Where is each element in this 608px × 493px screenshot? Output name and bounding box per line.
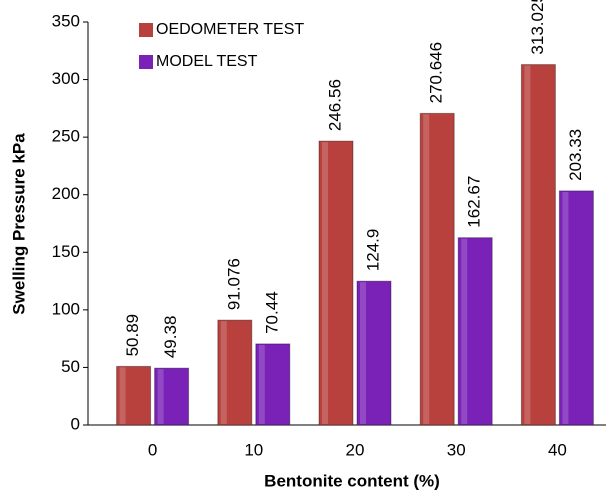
legend-label: OEDOMETER TEST bbox=[156, 21, 304, 38]
data-label: 270.646 bbox=[427, 42, 446, 103]
bar bbox=[116, 365, 152, 426]
x-tick-label: 10 bbox=[244, 440, 263, 459]
y-tick-label: 0 bbox=[71, 414, 80, 433]
data-label: 246.56 bbox=[325, 79, 344, 131]
bar bbox=[217, 319, 253, 426]
bar-highlight bbox=[423, 114, 430, 425]
y-tick-label: 350 bbox=[52, 11, 80, 30]
y-tick-label: 150 bbox=[52, 242, 80, 261]
x-tick-label: 30 bbox=[447, 440, 466, 459]
bar bbox=[154, 367, 190, 426]
legend-swatch bbox=[139, 55, 153, 69]
bar bbox=[457, 237, 493, 426]
y-tick-label: 250 bbox=[52, 127, 80, 146]
y-axis-title: Swelling Pressure kPa bbox=[9, 133, 28, 315]
bar-highlight bbox=[258, 344, 265, 424]
data-label: 162.67 bbox=[465, 176, 484, 228]
data-label: 70.44 bbox=[262, 291, 281, 334]
bar-highlight bbox=[119, 367, 126, 424]
legend-label: MODEL TEST bbox=[156, 53, 258, 70]
y-tick-label: 50 bbox=[61, 357, 80, 376]
bar bbox=[558, 190, 594, 426]
data-label: 91.076 bbox=[224, 258, 243, 310]
data-label: 50.89 bbox=[123, 314, 142, 357]
bar-highlight bbox=[562, 191, 569, 424]
x-tick-label: 0 bbox=[148, 440, 157, 459]
bar bbox=[419, 112, 455, 426]
data-label: 124.9 bbox=[363, 229, 382, 272]
x-tick-label: 20 bbox=[346, 440, 365, 459]
bar bbox=[520, 64, 556, 426]
bar bbox=[318, 140, 354, 426]
y-tick-label: 200 bbox=[52, 184, 80, 203]
bar bbox=[356, 280, 392, 426]
bar-highlight bbox=[157, 369, 164, 424]
bar-highlight bbox=[461, 238, 468, 424]
legend-swatch bbox=[139, 23, 153, 37]
x-tick-label: 40 bbox=[548, 440, 567, 459]
y-tick-label: 300 bbox=[52, 69, 80, 88]
x-axis-title: Bentonite content (%) bbox=[264, 471, 440, 490]
bar-highlight bbox=[524, 65, 531, 425]
data-label: 313.025 bbox=[528, 0, 547, 55]
bar bbox=[255, 343, 291, 426]
bar-highlight bbox=[322, 142, 328, 425]
data-label: 49.38 bbox=[161, 316, 180, 359]
bar-highlight bbox=[360, 282, 366, 424]
y-tick-label: 100 bbox=[52, 299, 80, 318]
data-label: 203.33 bbox=[566, 129, 585, 181]
bar-highlight bbox=[220, 321, 227, 424]
